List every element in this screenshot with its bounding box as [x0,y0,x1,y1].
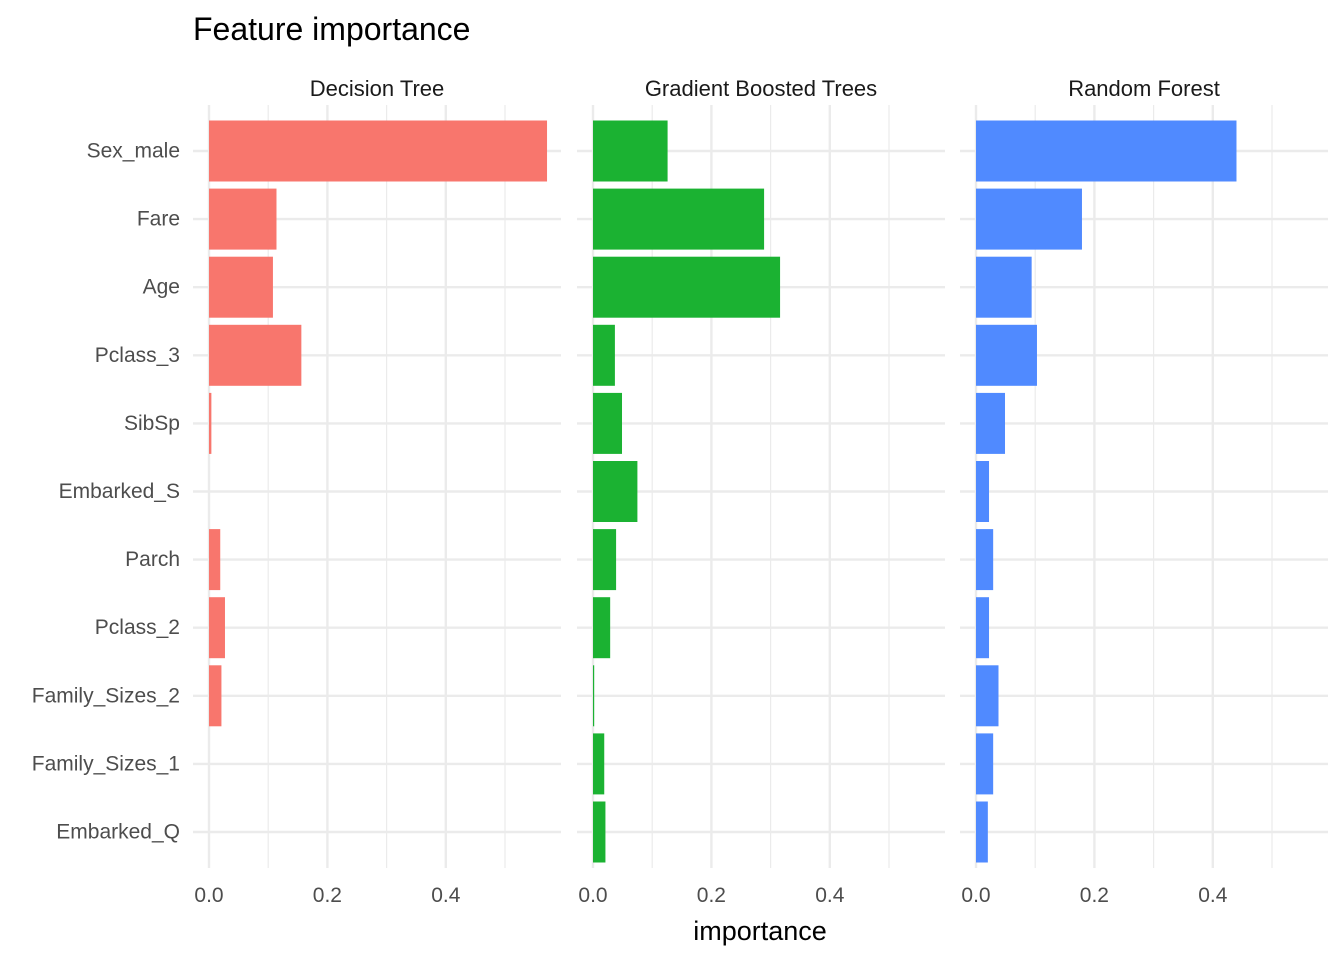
bar-gradient-boosted-trees-pclass-3 [593,324,615,386]
bar-gradient-boosted-trees-embarked-s [593,461,638,522]
x-tick-label: 0.0 [578,884,607,907]
bar-random-forest-family-sizes-1 [976,733,994,795]
bar-gradient-boosted-trees-parch [593,529,617,591]
facet-title-decision-tree: Decision Tree [310,76,445,101]
y-label-sibsp: SibSp [124,412,180,435]
x-tick-label: 0.0 [961,884,990,907]
y-label-embarked-q: Embarked_Q [56,821,180,844]
bar-gradient-boosted-trees-age [593,256,781,318]
bar-random-forest-sibsp [976,392,1006,454]
chart-title: Feature importance [193,11,470,47]
panel-decision-tree: Decision Tree 0.0 0.2 0.4 [193,76,561,907]
x-tick-label: 0.4 [1198,884,1228,907]
x-tick-label: 0.0 [194,884,223,907]
bar-gradient-boosted-trees-family-sizes-1 [593,733,605,795]
panel-random-forest: Random Forest 0.0 0.2 0.4 [960,76,1328,907]
y-label-parch: Parch [125,548,180,571]
bar-gradient-boosted-trees-sibsp [593,392,623,454]
facet-title-random-forest: Random Forest [1068,76,1220,101]
y-label-age: Age [143,276,180,299]
bar-random-forest-embarked-s [976,461,990,522]
bar-decision-tree-sex-male [209,120,548,182]
y-axis-labels: Sex_male Fare Age Pclass_3 SibSp Embarked_S Pa… [32,140,180,844]
panel-gradient-boosted-trees: Gradient Boosted Trees 0.0 0.2 0.4 [577,76,945,907]
x-tick-label: 0.2 [697,884,726,907]
bar-random-forest-embarked-q [976,801,988,863]
y-label-embarked-s: Embarked_S [59,480,180,503]
bar-random-forest-parch [976,529,994,591]
bar-random-forest-fare [976,188,1082,250]
x-tick-label: 0.2 [1080,884,1109,907]
y-label-pclass-2: Pclass_2 [95,616,180,639]
bar-gradient-boosted-trees-embarked-q [593,801,606,863]
y-label-fare: Fare [137,208,180,231]
x-axis-title: importance [693,916,827,946]
bar-random-forest-age [976,256,1032,318]
y-label-family-sizes-2: Family_Sizes_2 [32,684,180,707]
bar-random-forest-family-sizes-2 [976,665,999,727]
bar-decision-tree-fare [209,188,277,250]
bar-decision-tree-parch [209,529,221,591]
bar-gradient-boosted-trees-family-sizes-2 [593,665,595,727]
bar-decision-tree-age [209,256,273,318]
bar-random-forest-pclass-3 [976,324,1037,386]
bar-decision-tree-pclass-3 [209,324,302,386]
bar-decision-tree-family-sizes-2 [209,665,222,727]
x-tick-label: 0.2 [313,884,342,907]
bar-decision-tree-pclass-2 [209,597,225,659]
facet-title-gradient-boosted-trees: Gradient Boosted Trees [645,76,877,101]
bar-random-forest-pclass-2 [976,597,990,659]
x-tick-label: 0.4 [815,884,845,907]
bar-decision-tree-sibsp [209,392,212,454]
bar-gradient-boosted-trees-sex-male [593,120,668,182]
bar-gradient-boosted-trees-fare [593,188,765,250]
bar-gradient-boosted-trees-pclass-2 [593,597,611,659]
y-label-sex-male: Sex_male [87,140,180,163]
y-label-family-sizes-1: Family_Sizes_1 [32,752,180,775]
bar-random-forest-sex-male [976,120,1237,182]
y-label-pclass-3: Pclass_3 [95,344,180,367]
x-tick-label: 0.4 [431,884,461,907]
